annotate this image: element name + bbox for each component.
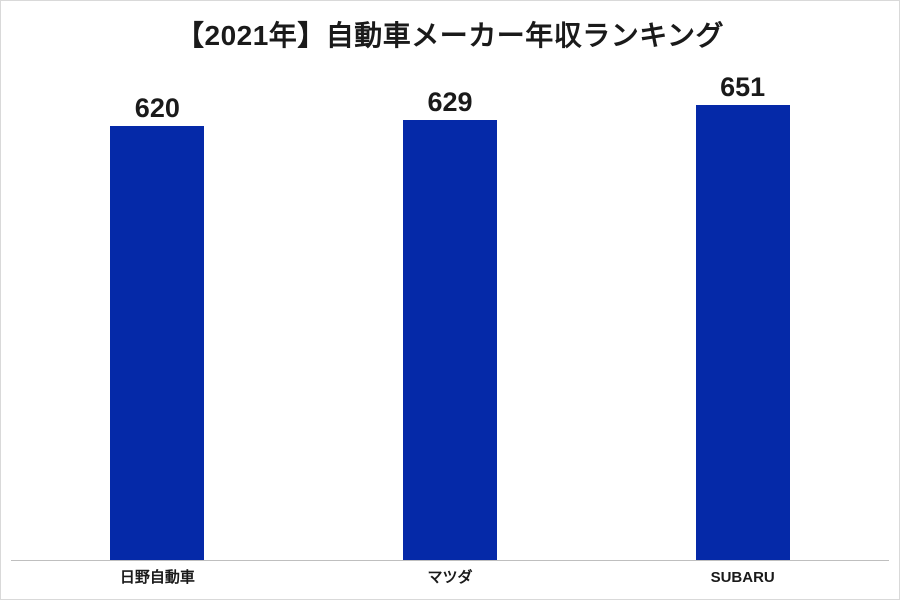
bar-hino [110, 126, 205, 560]
bar-value-label: 629 [427, 87, 473, 117]
category-axis-labels: 日野自動車 マツダ SUBARU [11, 569, 889, 587]
bar-mazda [403, 120, 497, 560]
chart-title: 【2021年】自動車メーカー年収ランキング [176, 20, 724, 51]
x-axis-baseline: 620 629 651 [11, 51, 889, 561]
bar-subaru [695, 105, 790, 560]
bar-value-label: 651 [720, 72, 766, 102]
bar-group-hino: 620 [11, 95, 304, 560]
category-label-subaru: SUBARU [710, 569, 775, 586]
category-label-mazda: マツダ [427, 569, 473, 586]
category-label-hino: 日野自動車 [119, 569, 195, 586]
bar-group-mazda: 629 [304, 89, 597, 560]
bar-value-label: 620 [134, 93, 180, 123]
plot-area: 620 629 651 日野自動車 マツダ SUBARU [11, 51, 889, 587]
bar-group-subaru: 651 [596, 74, 889, 560]
